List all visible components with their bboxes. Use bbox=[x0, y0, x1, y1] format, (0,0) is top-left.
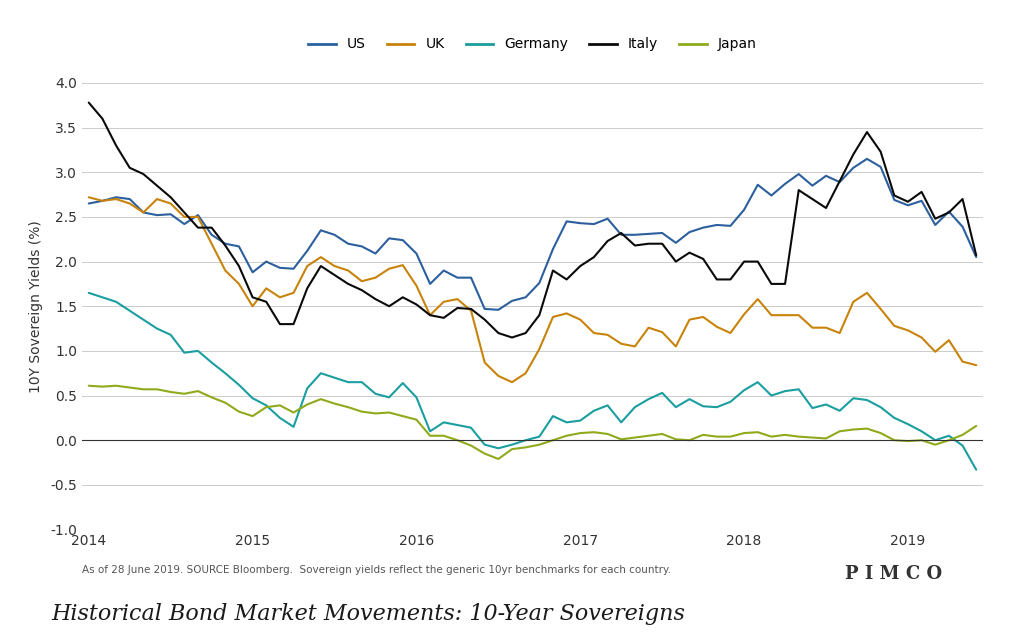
UK bbox=[465, 307, 477, 315]
Italy bbox=[301, 285, 313, 292]
Italy bbox=[970, 251, 982, 259]
Y-axis label: 10Y Sovereign Yields (%): 10Y Sovereign Yields (%) bbox=[30, 220, 43, 392]
Line: Japan: Japan bbox=[89, 386, 976, 459]
Line: Germany: Germany bbox=[89, 293, 976, 470]
US bbox=[970, 253, 982, 261]
Germany bbox=[902, 420, 914, 428]
Germany bbox=[355, 378, 368, 386]
US bbox=[355, 242, 368, 250]
UK bbox=[355, 278, 368, 285]
US bbox=[478, 305, 490, 313]
Japan bbox=[493, 455, 505, 463]
Italy bbox=[151, 182, 163, 189]
UK bbox=[151, 195, 163, 203]
Line: US: US bbox=[89, 159, 976, 310]
Line: UK: UK bbox=[89, 197, 976, 382]
US bbox=[793, 170, 805, 178]
Japan bbox=[301, 401, 313, 408]
Germany bbox=[970, 466, 982, 473]
US bbox=[151, 211, 163, 219]
UK bbox=[915, 334, 928, 341]
Japan bbox=[793, 433, 805, 440]
Germany bbox=[219, 369, 231, 377]
Italy bbox=[506, 334, 518, 341]
Japan bbox=[915, 436, 928, 444]
Germany bbox=[465, 424, 477, 431]
Italy bbox=[465, 305, 477, 313]
Text: As of 28 June 2019. SOURCE Bloomberg.  Sovereign yields reflect the generic 10yr: As of 28 June 2019. SOURCE Bloomberg. So… bbox=[82, 565, 671, 575]
US bbox=[301, 247, 313, 255]
UK bbox=[301, 262, 313, 270]
US bbox=[861, 155, 873, 163]
Japan bbox=[970, 422, 982, 430]
Japan bbox=[355, 408, 368, 415]
Japan bbox=[83, 382, 95, 390]
Japan bbox=[151, 385, 163, 393]
Italy bbox=[355, 286, 368, 294]
US bbox=[465, 274, 477, 281]
US bbox=[493, 306, 505, 314]
Italy bbox=[793, 186, 805, 194]
UK bbox=[83, 193, 95, 201]
Germany bbox=[779, 387, 792, 395]
UK bbox=[506, 378, 518, 386]
US bbox=[83, 200, 95, 207]
Line: Italy: Italy bbox=[89, 103, 976, 338]
Text: Historical Bond Market Movements: 10-Year Sovereigns: Historical Bond Market Movements: 10-Yea… bbox=[51, 604, 685, 625]
UK bbox=[793, 311, 805, 319]
UK bbox=[970, 361, 982, 369]
Japan bbox=[465, 441, 477, 449]
Text: P I M C O: P I M C O bbox=[845, 565, 942, 582]
Germany bbox=[301, 385, 313, 392]
Germany bbox=[83, 289, 95, 297]
Legend: US, UK, Germany, Italy, Japan: US, UK, Germany, Italy, Japan bbox=[302, 32, 763, 57]
Italy bbox=[83, 99, 95, 107]
Italy bbox=[915, 188, 928, 196]
